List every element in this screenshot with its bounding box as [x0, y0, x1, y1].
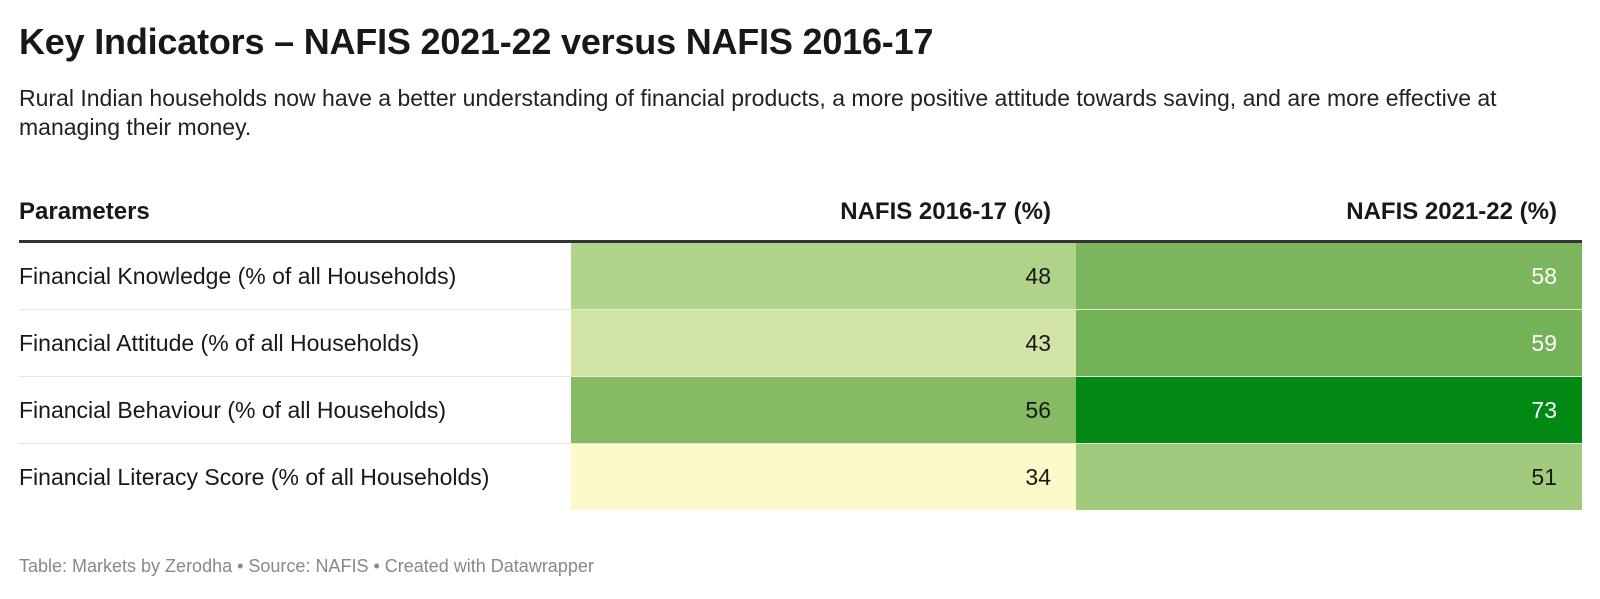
- table-row: Financial Knowledge (% of all Households…: [19, 241, 1582, 310]
- value-cell-2021-22: 73: [1076, 376, 1582, 444]
- column-header-parameters[interactable]: Parameters: [19, 184, 571, 243]
- column-header-nafis-2016-17[interactable]: NAFIS 2016-17 (%): [571, 184, 1076, 243]
- value-cell-2016-17: 48: [571, 241, 1076, 310]
- column-header-nafis-2021-22[interactable]: NAFIS 2021-22 (%): [1076, 184, 1582, 243]
- chart-footer: Table: Markets by Zerodha • Source: NAFI…: [19, 556, 594, 576]
- table-row: Financial Behaviour (% of all Households…: [19, 376, 1582, 444]
- value-cell-2021-22: 59: [1076, 309, 1582, 377]
- parameter-cell: Financial Literacy Score (% of all House…: [19, 463, 490, 490]
- parameter-cell: Financial Knowledge (% of all Households…: [19, 241, 571, 310]
- value-cell-2021-22: 51: [1076, 443, 1582, 510]
- value-cell-2016-17: 34: [571, 443, 1076, 510]
- value-cell-2016-17: 56: [571, 376, 1076, 444]
- parameter-cell: Financial Attitude (% of all Households): [19, 309, 571, 377]
- table-row: Financial Attitude (% of all Households)…: [19, 309, 1582, 377]
- indicator-table: Parameters NAFIS 2016-17 (%) NAFIS 2021-…: [19, 184, 1582, 510]
- parameter-cell: Financial Behaviour (% of all Households…: [19, 376, 571, 444]
- value-cell-2016-17: 43: [571, 309, 1076, 377]
- table-header-row: Parameters NAFIS 2016-17 (%) NAFIS 2021-…: [19, 184, 1582, 243]
- chart-title: Key Indicators – NAFIS 2021-22 versus NA…: [19, 21, 934, 62]
- chart-subtitle: Rural Indian households now have a bette…: [19, 85, 1497, 140]
- value-cell-2021-22: 58: [1076, 241, 1582, 310]
- table-row: Financial Literacy Score (% of all House…: [19, 443, 1582, 510]
